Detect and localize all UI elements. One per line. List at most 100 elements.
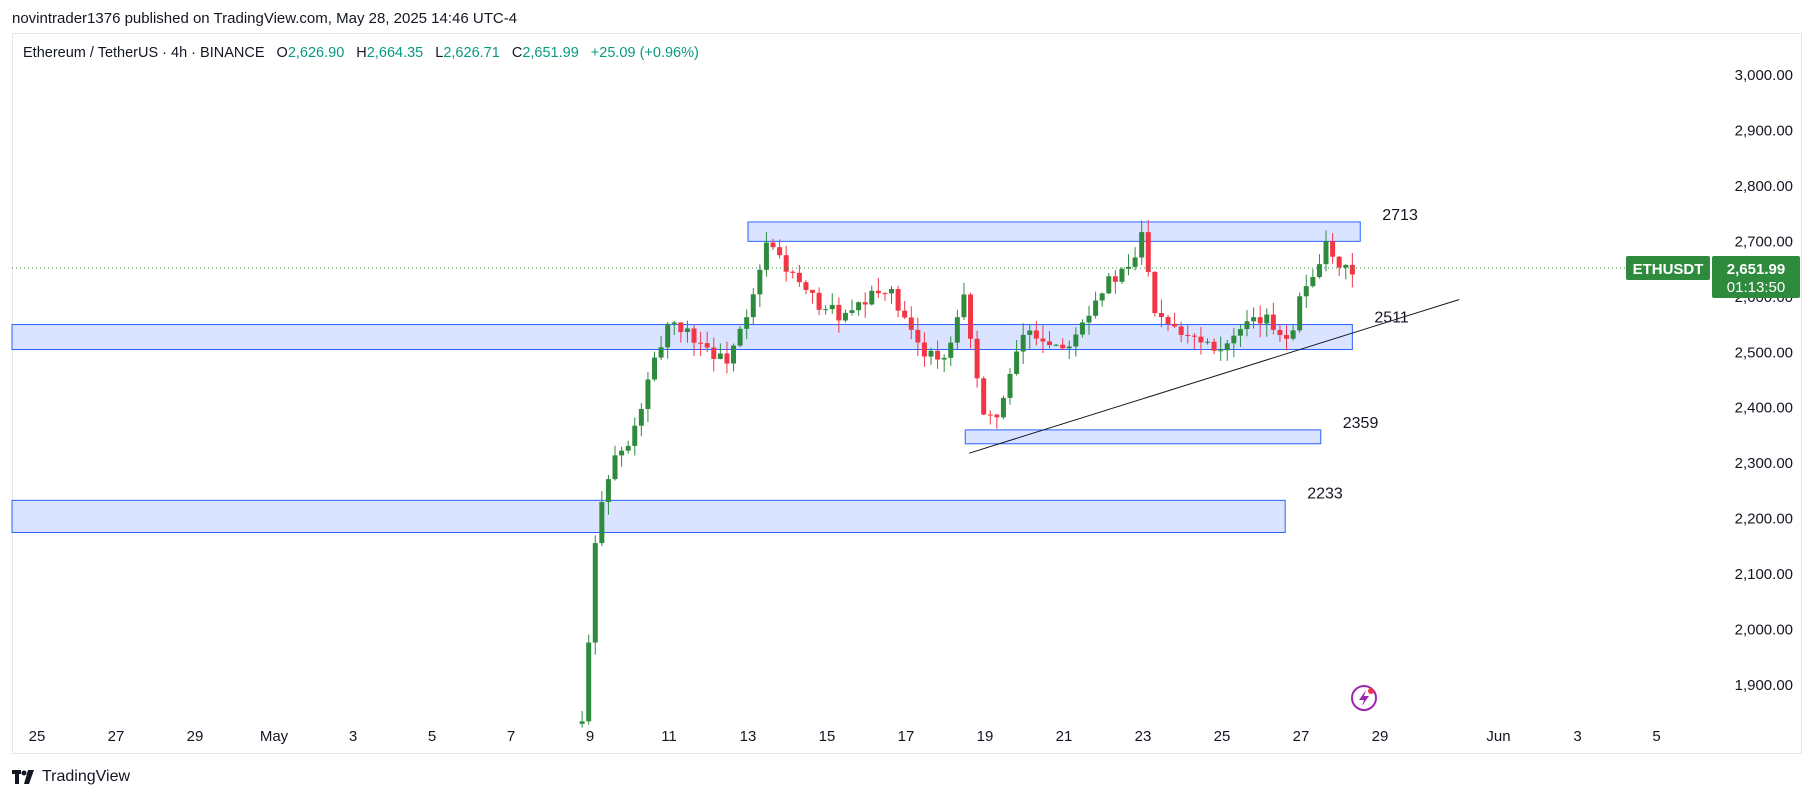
candle-body [1020, 334, 1026, 352]
candle-body [750, 294, 756, 318]
candle-body [836, 304, 842, 321]
zone-label: 2233 [1307, 485, 1343, 502]
candle-body [882, 293, 888, 295]
x-tick-label: 21 [1056, 728, 1073, 745]
candle-body [1047, 341, 1053, 346]
x-tick-label: 15 [819, 728, 836, 745]
zone-box [747, 221, 1361, 242]
candle-body [1303, 286, 1309, 297]
x-tick-label: 27 [1293, 728, 1310, 745]
candle-body [619, 450, 625, 456]
candle-body [592, 543, 598, 643]
x-tick-label: 25 [1214, 728, 1231, 745]
candle-body [987, 414, 993, 416]
candle-body [586, 642, 592, 722]
candle-body [1198, 336, 1204, 343]
trendline [969, 299, 1460, 454]
candle-body [612, 455, 618, 480]
candle-body [671, 322, 677, 324]
y-tick-label: 2,500.00 [1735, 344, 1793, 361]
candle-body [829, 304, 835, 310]
price-badge-countdown: 01:13:50 [1727, 279, 1785, 296]
candle-body [1119, 268, 1125, 282]
price-badge-value: 2,651.99 [1727, 261, 1785, 278]
candle-body [790, 271, 796, 273]
candle-body [1079, 322, 1085, 335]
candle-body [1270, 314, 1276, 330]
candle-body [1349, 264, 1355, 275]
candle-body [1191, 335, 1197, 337]
y-tick-label: 2,700.00 [1735, 233, 1793, 250]
candle-body [856, 302, 862, 311]
candle-body [1185, 334, 1191, 336]
candle-body [895, 289, 901, 311]
candle-body [968, 294, 974, 339]
candle-body [1290, 330, 1296, 339]
candle-body [717, 353, 723, 359]
candle-body [842, 312, 848, 321]
candle-body [915, 329, 921, 343]
x-tick-label: 11 [661, 728, 677, 745]
candle-body [1284, 334, 1290, 339]
x-tick-label: 27 [108, 728, 125, 745]
candle-body [823, 309, 829, 311]
candle-body [1040, 338, 1046, 342]
alert-icon[interactable] [1351, 685, 1377, 711]
open-label: O [276, 45, 288, 61]
footer: TradingView [12, 768, 130, 786]
zone-box [11, 499, 1286, 533]
footer-brand[interactable]: TradingView [42, 768, 131, 785]
price-badge [1712, 255, 1800, 298]
x-tick-label: 23 [1135, 728, 1152, 745]
candle-body [783, 255, 789, 272]
candle-body [1343, 264, 1349, 268]
x-tick-label: 19 [977, 728, 994, 745]
x-tick-label: 5 [1652, 728, 1660, 745]
candle-body [1297, 296, 1303, 331]
candle-body [1139, 232, 1145, 258]
x-tick-label: May [260, 728, 289, 745]
candle-body [1007, 373, 1013, 398]
candle-body [1165, 317, 1171, 324]
candle-body [599, 502, 605, 544]
x-tick-label: 9 [586, 728, 594, 745]
candle-body [744, 317, 750, 329]
candle-body [1106, 276, 1112, 294]
candle-body [1244, 321, 1250, 330]
candle-body [803, 282, 809, 290]
candle-body [638, 408, 644, 426]
candle-body [1099, 293, 1105, 301]
x-tick-label: 17 [898, 728, 915, 745]
candle-body [921, 342, 927, 357]
open-value: 2,626.90 [287, 45, 345, 61]
y-tick-label: 2,400.00 [1735, 400, 1793, 417]
y-tick-label: 2,800.00 [1735, 178, 1793, 195]
candle-body [777, 247, 783, 256]
high-label: H [356, 45, 367, 61]
candle-body [1264, 314, 1270, 324]
symbol-name[interactable]: Ethereum / TetherUS · 4h · BINANCE [23, 45, 265, 61]
y-tick-label: 2,100.00 [1735, 566, 1793, 583]
candle-body [625, 445, 631, 451]
chart-frame [12, 33, 1802, 754]
candle-body [1112, 276, 1118, 282]
symbol-legend: Ethereum / TetherUS · 4h · BINANCE O2,62… [23, 45, 699, 61]
candle-body [1277, 329, 1283, 335]
y-tick-label: 3,000.00 [1735, 67, 1793, 84]
candle-body [704, 343, 710, 348]
candle-body [1000, 397, 1006, 418]
candle-body [711, 347, 717, 359]
zone-box [964, 429, 1322, 445]
candle-body [810, 289, 816, 293]
candle-body [796, 272, 802, 283]
candle-body [691, 328, 697, 343]
price-axis: 1,900.00 2,000.00 2,100.00 2,200.00 2,300.00… [1735, 67, 1793, 694]
candle-body [1237, 329, 1243, 336]
candle-body [1093, 300, 1099, 316]
candle-body [908, 317, 914, 330]
candle-body [928, 350, 934, 357]
candle-body [954, 317, 960, 343]
candle-body [1014, 351, 1020, 374]
candle-body [1330, 241, 1336, 257]
